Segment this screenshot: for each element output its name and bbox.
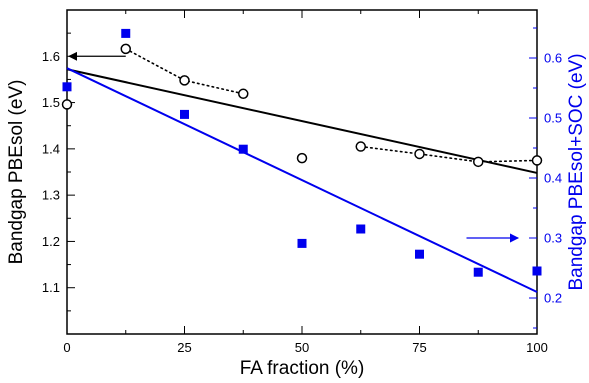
y-left-tick-label: 1.3	[42, 188, 60, 203]
soc-point	[415, 249, 424, 259]
soc-point	[238, 144, 248, 154]
pbesol-point	[61, 99, 73, 110]
x-axis-title: FA fraction (%)	[240, 358, 365, 379]
pbesol-point	[179, 75, 190, 86]
axis-ticks	[66, 10, 538, 334]
y-right-tick-label: 0.4	[544, 171, 562, 186]
data-markers	[61, 28, 543, 277]
pbesol-point	[355, 141, 366, 152]
pbesol-dotted-line	[359, 145, 538, 163]
y-left-tick-label: 1.2	[42, 234, 60, 249]
tick-labels: 0 25 50 75 100 1.1 1.2 1.3 1.4 1.5 1.6 0.2 0.3 0.4 0.5…	[42, 49, 562, 355]
plot-frame	[66, 9, 538, 335]
x-tick-label: 100	[526, 340, 548, 355]
pbesol-point	[414, 148, 425, 160]
pbesol-point	[296, 152, 308, 164]
pbesol-fit-line	[66, 68, 538, 174]
y-axis-left-title: Bandgap PBEsol (eV)	[6, 80, 27, 265]
x-tick-label: 25	[177, 340, 191, 355]
soc-point	[473, 267, 483, 277]
y-left-tick-label: 1.6	[42, 49, 60, 64]
y-right-tick-label: 0.5	[544, 111, 562, 126]
soc-fit-line	[66, 67, 538, 293]
soc-point	[62, 82, 72, 92]
pbesol-point	[238, 88, 249, 100]
y-right-tick-label: 0.6	[544, 51, 562, 66]
soc-point	[121, 28, 131, 38]
y-left-tick-label: 1.1	[42, 280, 60, 295]
y-left-tick-label: 1.5	[42, 95, 60, 110]
pbesol-point	[531, 155, 543, 166]
soc-point	[180, 109, 189, 119]
y-axis-right-title: Bandgap PBEsol+SOC (eV)	[566, 53, 587, 290]
x-tick-label: 50	[295, 340, 309, 355]
x-tick-label: 75	[412, 340, 426, 355]
plot-lines	[66, 48, 538, 293]
soc-point	[356, 224, 366, 234]
annotation-arrows	[68, 51, 520, 243]
y-right-tick-label: 0.3	[544, 231, 562, 246]
soc-point	[532, 266, 542, 276]
y-left-tick-label: 1.4	[42, 141, 60, 156]
y-right-tick-label: 0.2	[544, 291, 562, 306]
pbesol-point	[473, 156, 484, 168]
pbesol-point	[120, 43, 131, 55]
x-tick-label: 0	[63, 340, 70, 355]
soc-point	[297, 238, 307, 248]
